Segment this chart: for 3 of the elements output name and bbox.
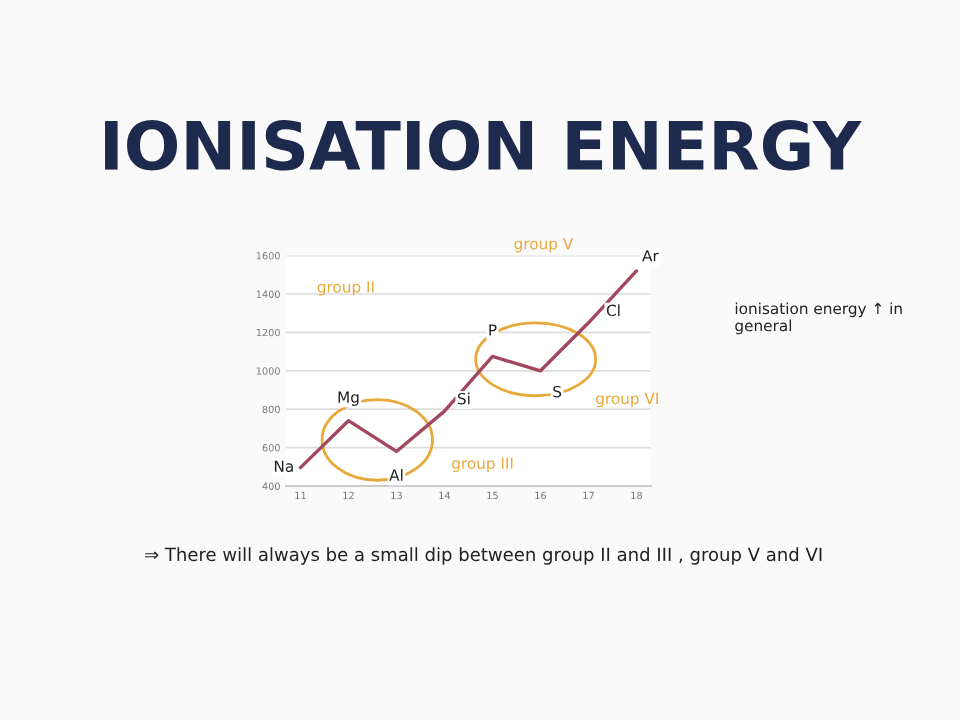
text: ⇒ There will always be a small dip between group II and III , group V and VI [145,547,822,565]
chart-title: IONISATION ENERGY [105,120,862,171]
line-series [298,269,639,470]
